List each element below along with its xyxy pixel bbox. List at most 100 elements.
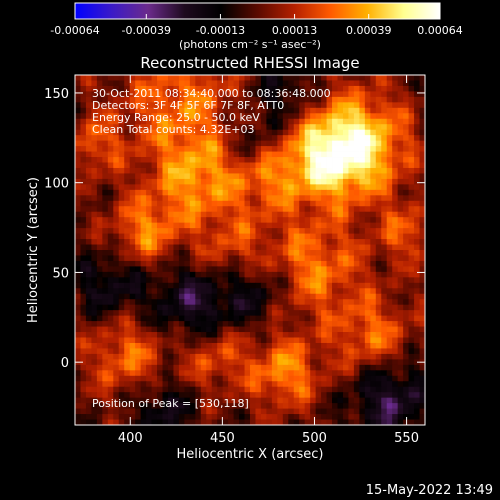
heatmap-cell — [129, 414, 136, 420]
heatmap-cell — [151, 359, 158, 366]
heatmap-cell — [162, 321, 169, 327]
heatmap-cell — [113, 310, 120, 317]
heatmap-cell — [381, 75, 388, 81]
heatmap-cell — [375, 222, 382, 229]
heatmap-cell — [80, 392, 87, 399]
heatmap-cell — [135, 370, 142, 377]
heatmap-cell — [217, 151, 224, 158]
heatmap-cell — [359, 184, 366, 191]
heatmap-cell — [299, 151, 306, 158]
heatmap-cell — [96, 189, 103, 196]
heatmap-cell — [124, 299, 131, 306]
heatmap-cell — [326, 146, 333, 152]
heatmap-cell — [364, 178, 371, 185]
heatmap-cell — [364, 206, 371, 213]
heatmap-cell — [91, 364, 98, 371]
heatmap-cell — [200, 239, 207, 245]
heatmap-cell — [85, 217, 92, 224]
heatmap-cell — [293, 277, 300, 284]
heatmap-cell — [271, 85, 278, 92]
heatmap-cell — [178, 250, 185, 256]
heatmap-cell — [211, 178, 218, 185]
heatmap-cell — [162, 102, 169, 109]
heatmap-cell — [217, 244, 224, 251]
heatmap-cell — [392, 348, 399, 355]
heatmap-cell — [107, 91, 114, 98]
heatmap-cell — [359, 200, 366, 207]
heatmap-cell — [381, 244, 388, 251]
heatmap-cell — [310, 113, 317, 120]
heatmap-cell — [85, 206, 92, 213]
heatmap-cell — [195, 75, 202, 81]
heatmap-cell — [326, 260, 333, 267]
heatmap-cell — [348, 222, 355, 229]
heatmap-cell — [293, 167, 300, 174]
heatmap-cell — [332, 211, 338, 218]
heatmap-cell — [118, 107, 125, 114]
heatmap-cell — [96, 282, 103, 289]
heatmap-cell — [162, 85, 169, 92]
heatmap-cell — [282, 118, 289, 125]
heatmap-cell — [200, 80, 207, 87]
heatmap-cell — [200, 260, 207, 267]
heatmap-cell — [233, 178, 240, 185]
heatmap-cell — [364, 419, 371, 426]
footer-timestamp: 15-May-2022 13:49 — [366, 483, 493, 498]
heatmap-cell — [386, 124, 393, 131]
heatmap-cell — [129, 107, 136, 114]
heatmap-cell — [233, 167, 240, 174]
heatmap-cell — [233, 348, 240, 355]
heatmap-cell — [200, 129, 207, 136]
heatmap-cell — [266, 113, 273, 120]
heatmap-cell — [414, 359, 420, 366]
heatmap-cell — [337, 315, 344, 322]
heatmap-cell — [167, 178, 174, 185]
heatmap-cell — [381, 113, 388, 120]
heatmap-cell — [157, 167, 163, 174]
annotation-time-range: 30-Oct-2011 08:34:40.000 to 08:36:48.000 — [92, 87, 331, 100]
heatmap-cell — [332, 332, 338, 338]
heatmap-cell — [392, 277, 399, 284]
heatmap-cell — [375, 118, 382, 125]
heatmap-cell — [326, 118, 333, 125]
heatmap-cell — [299, 206, 306, 213]
heatmap-cell — [244, 173, 251, 180]
heatmap-cell — [414, 211, 420, 218]
heatmap-cell — [321, 118, 327, 125]
heatmap-cell — [162, 364, 169, 371]
heatmap-cell — [260, 91, 267, 98]
heatmap-cell — [310, 403, 317, 409]
heatmap-cell — [146, 288, 152, 295]
heatmap-cell — [206, 288, 213, 295]
heatmap-cell — [326, 403, 333, 409]
heatmap-cell — [397, 271, 404, 278]
heatmap-cell — [310, 321, 317, 327]
heatmap-cell — [293, 146, 300, 152]
heatmap-cell — [189, 91, 196, 98]
heatmap-cell — [381, 118, 388, 125]
heatmap-cell — [200, 96, 207, 103]
heatmap-cell — [414, 315, 420, 322]
heatmap-cell — [304, 228, 311, 234]
heatmap-cell — [200, 370, 207, 377]
heatmap-cell — [233, 80, 240, 87]
heatmap-cell — [293, 282, 300, 289]
heatmap-cell — [167, 403, 174, 409]
heatmap-cell — [173, 403, 180, 409]
heatmap-cell — [332, 173, 338, 180]
heatmap-cell — [107, 140, 114, 147]
heatmap-cell — [293, 342, 300, 349]
colorbar-tick-label: -0.00039 — [122, 24, 171, 37]
heatmap-cell — [75, 403, 81, 409]
heatmap-cell — [189, 255, 196, 262]
heatmap-cell — [266, 146, 273, 152]
heatmap-cell — [157, 91, 163, 98]
heatmap-cell — [342, 337, 349, 344]
heatmap-cell — [271, 332, 278, 338]
heatmap-cell — [91, 129, 98, 136]
heatmap-cell — [129, 162, 136, 169]
heatmap-cell — [332, 315, 338, 322]
heatmap-cell — [250, 271, 256, 278]
heatmap-cell — [419, 321, 426, 327]
heatmap-cell — [189, 118, 196, 125]
